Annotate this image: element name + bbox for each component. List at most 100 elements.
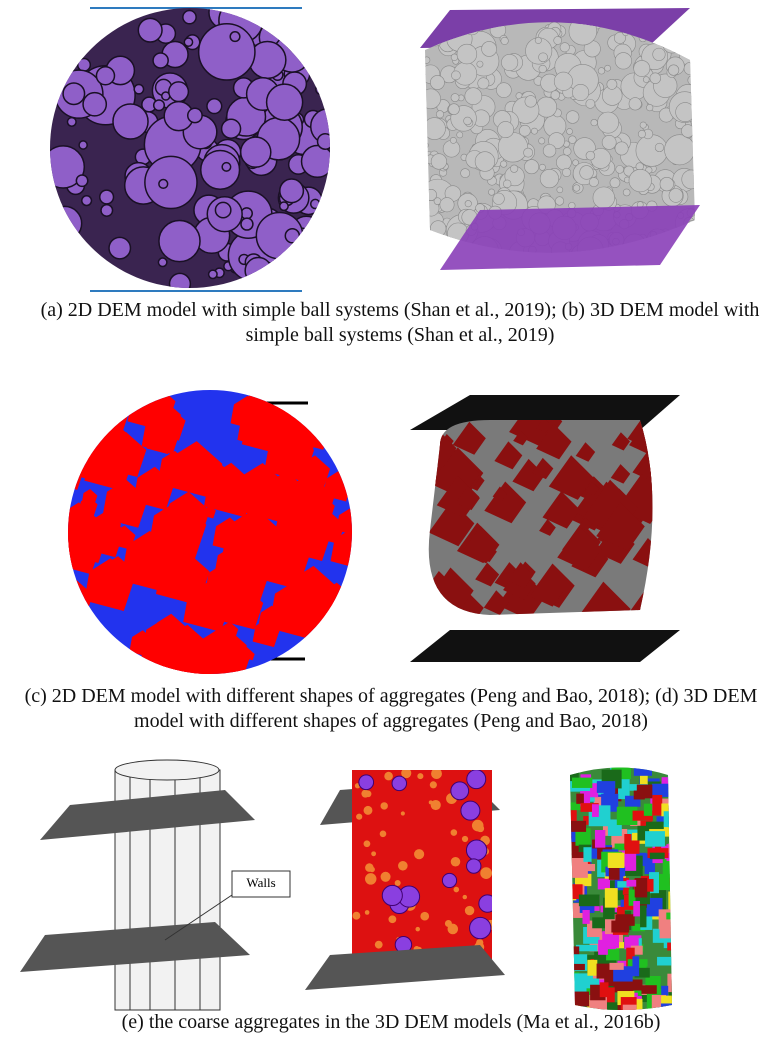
particle	[66, 116, 77, 127]
particle	[639, 121, 647, 129]
aggregate-block	[580, 803, 599, 812]
particle	[186, 107, 203, 124]
aggregate	[450, 591, 484, 615]
aggregate	[68, 637, 81, 663]
particle	[450, 829, 458, 836]
aggregate-block	[670, 931, 672, 944]
particle	[664, 134, 695, 166]
aggregate	[121, 530, 176, 588]
particle	[50, 259, 57, 273]
aggregate	[268, 578, 329, 641]
aggregate	[240, 571, 267, 599]
particle	[363, 840, 371, 848]
aggregate-block	[576, 793, 584, 804]
particle	[681, 38, 695, 56]
aggregate-block	[634, 967, 650, 978]
particle	[144, 155, 198, 210]
aggregate	[68, 502, 104, 559]
particle	[538, 52, 548, 63]
aggregate-block	[570, 820, 587, 832]
particle	[312, 18, 323, 30]
particle	[531, 127, 538, 135]
aggregate-block	[571, 858, 588, 878]
particle	[206, 98, 223, 115]
particle	[450, 781, 470, 801]
aggregate-block	[643, 803, 653, 816]
particle	[635, 134, 668, 167]
aggregate	[68, 619, 96, 666]
aggregate	[177, 472, 191, 488]
aggregate-block	[674, 820, 690, 841]
particle	[296, 15, 313, 32]
particle	[265, 83, 304, 121]
aggregate	[548, 455, 594, 500]
aggregate-block	[667, 767, 672, 782]
aggregate-block	[633, 790, 645, 800]
aggregate-block	[596, 781, 616, 793]
particle	[50, 216, 77, 262]
particle	[309, 198, 321, 210]
aggregate	[484, 481, 527, 524]
particle	[681, 124, 695, 138]
particle	[450, 93, 460, 103]
aggregate-block	[666, 912, 672, 924]
particle	[157, 257, 168, 268]
particle	[614, 52, 632, 70]
aggregate-block	[668, 877, 672, 886]
particle	[538, 163, 546, 171]
particle	[518, 124, 531, 137]
particle	[391, 775, 408, 792]
particle	[597, 67, 606, 75]
aggregate	[483, 590, 509, 615]
aggregate-block	[645, 821, 664, 830]
aggregate	[203, 559, 256, 615]
particle	[572, 84, 590, 101]
aggregate-block	[626, 879, 637, 887]
particle	[548, 132, 565, 150]
particle	[197, 23, 256, 81]
particle	[478, 894, 492, 913]
aggregate-block	[604, 888, 618, 908]
particle	[267, 272, 285, 288]
aggregate-block	[632, 956, 640, 977]
particle	[453, 886, 460, 893]
particle	[258, 265, 274, 280]
aggregate-block	[675, 986, 684, 1005]
particle	[244, 256, 273, 285]
particle	[463, 116, 472, 126]
aggregate-block	[632, 810, 653, 821]
particle	[538, 64, 547, 74]
particle	[356, 813, 363, 820]
particle	[496, 82, 512, 98]
aggregate-block	[592, 917, 608, 929]
aggregate-block	[673, 766, 691, 787]
particle	[606, 78, 618, 90]
particle	[304, 217, 330, 247]
particle	[301, 239, 326, 264]
aggregate-block	[599, 982, 609, 998]
particle	[240, 217, 254, 231]
particle	[474, 151, 496, 172]
particle	[133, 83, 145, 95]
aggregate-block	[570, 802, 582, 811]
aggregate-block	[674, 861, 690, 871]
particle	[553, 71, 573, 91]
particle	[361, 789, 370, 798]
particle	[497, 121, 515, 138]
aggregate-block	[582, 910, 590, 924]
particle	[152, 99, 166, 112]
particle	[464, 905, 475, 916]
aggregate	[68, 622, 103, 674]
particle	[503, 179, 512, 189]
aggregate-block	[583, 847, 592, 862]
aggregate-block	[570, 808, 577, 824]
caption-cd: (c) 2D DEM model with different shapes o…	[24, 685, 758, 732]
particle	[83, 13, 103, 33]
particle	[425, 141, 429, 149]
aggregate	[507, 562, 534, 589]
aggregate-block	[609, 962, 624, 970]
aggregate-block	[649, 872, 660, 894]
particle	[568, 135, 577, 144]
particle	[371, 851, 377, 857]
particle	[456, 43, 478, 65]
